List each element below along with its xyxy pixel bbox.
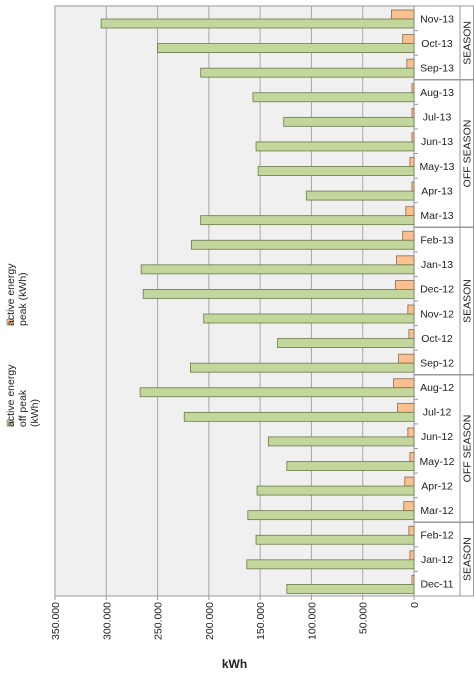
bar-off-peak	[252, 92, 415, 103]
x-tick-label: 0	[409, 602, 421, 608]
bar-off-peak	[200, 215, 415, 226]
category-label: Sep-13	[420, 62, 454, 74]
x-tick-label: 100.000	[306, 602, 318, 640]
category-label: Feb-12	[420, 530, 453, 542]
bar-peak	[405, 206, 415, 217]
category-label: Jan-12	[421, 554, 453, 566]
legend-label: (kWh)	[29, 399, 41, 427]
bar-peak	[396, 255, 415, 266]
bar-peak	[411, 83, 415, 94]
bar-off-peak	[305, 190, 415, 201]
x-tick-label: 150.000	[255, 602, 267, 640]
bar-off-peak	[203, 313, 415, 324]
bar-peak	[411, 107, 415, 118]
bar-off-peak	[100, 18, 415, 29]
group-label: SEASON	[462, 21, 474, 65]
bar-peak	[408, 329, 415, 339]
x-tick-label: 350.000	[50, 602, 62, 640]
bar-peak	[408, 525, 415, 536]
legend-label: off peak	[17, 389, 29, 427]
category-label: Apr-13	[421, 185, 453, 197]
legend-label: peak (kWh)	[17, 272, 29, 326]
bar-peak	[409, 157, 415, 167]
bar-peak	[403, 501, 415, 512]
category-label: Apr-12	[421, 480, 453, 492]
plot-area	[54, 5, 415, 597]
category-label: Jul-13	[423, 112, 452, 124]
bar-off-peak	[191, 239, 415, 250]
bar-peak	[391, 9, 415, 20]
category-label: Nov-13	[420, 13, 454, 25]
bar-off-peak	[277, 338, 415, 348]
bar-off-peak	[246, 559, 415, 570]
category-label: May-13	[419, 161, 454, 173]
category-label: Nov-12	[420, 308, 454, 320]
category-label: Mar-13	[420, 210, 453, 222]
group-label: SEASON	[462, 279, 474, 323]
bar-off-peak	[189, 362, 415, 373]
group-label: OFF SEASON	[462, 120, 474, 188]
x-tick-label: 200.000	[204, 602, 216, 640]
group-label: OFF SEASON	[462, 415, 474, 483]
bar-off-peak	[255, 534, 415, 545]
bar-off-peak	[257, 166, 415, 176]
category-label: Oct-12	[421, 333, 453, 345]
bar-off-peak	[256, 485, 415, 496]
legend-label: active energy	[5, 364, 17, 427]
category-label: Jul-12	[423, 407, 452, 419]
bar-peak	[411, 181, 415, 192]
category-label: Oct-13	[421, 38, 453, 50]
bar-peak	[402, 230, 415, 241]
bar-off-peak	[286, 584, 415, 594]
bar-off-peak	[200, 67, 415, 78]
bar-off-peak	[286, 461, 415, 471]
bar-peak	[393, 378, 415, 389]
category-label: Mar-12	[420, 505, 453, 517]
bar-off-peak	[255, 141, 415, 152]
bar-off-peak	[267, 436, 415, 447]
category-label: Jan-13	[421, 259, 453, 271]
bar-peak	[409, 452, 415, 462]
category-label: May-12	[419, 456, 454, 468]
bar-off-peak	[183, 411, 415, 422]
category-label: Aug-13	[420, 87, 454, 99]
bar-off-peak	[247, 510, 415, 521]
bar-off-peak	[157, 43, 415, 53]
category-label: Dec-11	[420, 579, 453, 591]
bar-off-peak	[283, 116, 415, 127]
legend-swatch	[6, 419, 14, 427]
bar-off-peak	[139, 387, 415, 398]
x-tick-label: 250.000	[153, 602, 165, 640]
bar-peak	[397, 402, 415, 413]
bar-peak	[395, 280, 415, 290]
bar-peak	[411, 575, 415, 585]
category-label: Jun-13	[421, 136, 453, 148]
x-axis-title: kWh	[222, 657, 247, 671]
category-label: Aug-12	[420, 382, 454, 394]
x-tick-label: 50.000	[358, 602, 370, 634]
bar-peak	[409, 550, 415, 561]
category-label: Dec-12	[420, 284, 454, 296]
bar-peak	[404, 476, 415, 487]
bar-peak	[407, 304, 415, 315]
bar-off-peak	[142, 289, 415, 299]
group-label: SEASON	[462, 537, 474, 581]
bar-peak	[406, 58, 415, 69]
category-label: Jun-12	[421, 431, 453, 443]
legend-swatch	[6, 318, 14, 326]
bar-peak	[402, 34, 415, 44]
bar-peak	[411, 132, 415, 143]
x-tick-label: 300.000	[101, 602, 113, 640]
bar-off-peak	[140, 264, 415, 275]
category-label: Sep-12	[420, 357, 454, 369]
bar-peak	[398, 353, 415, 364]
bar-peak	[407, 427, 415, 438]
category-label: Feb-13	[420, 235, 453, 247]
legend-label: active energy	[5, 263, 17, 326]
